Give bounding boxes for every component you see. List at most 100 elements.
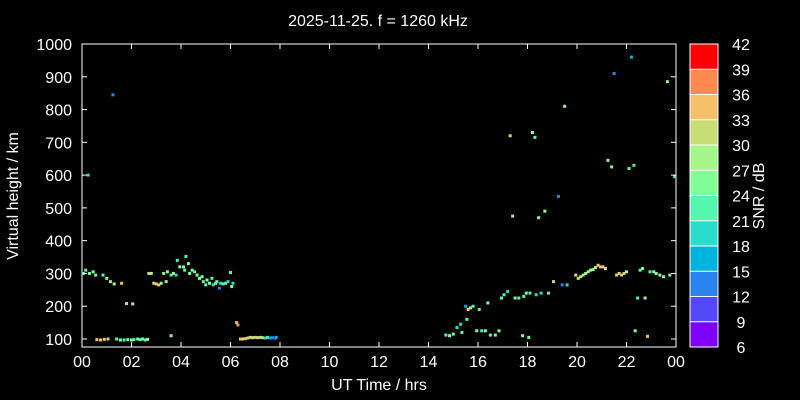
x-tick-label: 06 [222, 354, 240, 371]
data-point [91, 270, 95, 274]
data-point [120, 281, 124, 285]
data-point [596, 263, 600, 267]
x-tick-label: 00 [73, 354, 91, 371]
x-tick-label: 10 [321, 354, 339, 371]
data-point [200, 275, 204, 279]
colorbar: 6 9 12 15 18 21 24 27 30 33 36 39 42 [689, 37, 750, 357]
data-point [99, 338, 103, 342]
colorbar-band [690, 246, 718, 272]
colorbar-band [690, 220, 718, 247]
data-point [543, 209, 547, 213]
data-point [132, 338, 136, 342]
data-point [143, 338, 147, 342]
data-point [662, 275, 666, 279]
data-point [636, 296, 640, 300]
data-point [162, 271, 166, 275]
data-point [589, 268, 593, 272]
y-tick-label: 600 [45, 168, 72, 185]
data-point [606, 158, 610, 162]
data-point [186, 262, 190, 266]
data-point [646, 334, 650, 338]
x-tick-label: 08 [271, 354, 289, 371]
data-point [522, 294, 526, 298]
x-tick-label: 20 [568, 354, 586, 371]
data-point [201, 280, 205, 284]
data-point [169, 273, 173, 277]
y-tick-label: 700 [45, 135, 72, 152]
data-point [115, 337, 119, 341]
colorbar-band [690, 44, 718, 70]
y-tick-label: 1000 [36, 37, 72, 54]
data-point [248, 335, 252, 339]
data-point [612, 72, 616, 75]
data-point [506, 289, 510, 293]
colorbar-tick-label: 6 [737, 340, 746, 357]
data-point [524, 291, 528, 295]
data-point [126, 338, 130, 342]
data-point [95, 338, 99, 342]
x-tick-label: 04 [172, 354, 190, 371]
data-point [243, 337, 247, 341]
data-point [530, 131, 534, 134]
data-point [266, 335, 270, 339]
data-point [517, 296, 521, 300]
data-point [268, 336, 272, 340]
data-point [229, 270, 232, 274]
plot-area [81, 43, 677, 348]
colorbar-band [690, 296, 718, 323]
data-point [455, 326, 459, 330]
data-point [603, 267, 607, 271]
data-point [511, 214, 515, 218]
data-points [81, 55, 677, 342]
data-point [172, 271, 176, 275]
data-point [118, 338, 122, 342]
data-point [654, 271, 658, 275]
data-point [658, 273, 662, 277]
x-tick-label: 00 [667, 354, 685, 371]
y-tick-label: 300 [45, 266, 72, 283]
x-tick-label: 16 [469, 354, 487, 371]
colorbar-tick-label: 33 [732, 113, 750, 130]
data-point [112, 282, 116, 286]
data-point [533, 135, 537, 139]
data-point [594, 266, 598, 270]
data-point [551, 280, 555, 284]
data-point [165, 270, 169, 274]
data-point [102, 337, 106, 341]
data-point [556, 194, 560, 198]
data-point [477, 308, 481, 311]
y-tick-label: 500 [45, 201, 72, 218]
data-point [154, 282, 158, 286]
data-point [256, 336, 260, 340]
y-tick-label: 400 [45, 234, 72, 251]
data-point [175, 258, 179, 262]
data-point [205, 278, 209, 282]
data-point [263, 336, 267, 340]
data-point [207, 281, 211, 285]
data-point [215, 280, 219, 284]
data-point [513, 296, 517, 300]
data-point [217, 286, 221, 290]
data-point [261, 336, 265, 340]
data-point [198, 276, 202, 280]
colorbar-tick-label: 18 [732, 239, 750, 256]
data-point [581, 273, 585, 277]
y-axis-label: Virtual height / km [5, 132, 22, 260]
data-point [138, 338, 142, 342]
data-point [210, 276, 214, 280]
data-point [188, 271, 192, 275]
data-point [164, 280, 168, 284]
data-point [146, 337, 150, 341]
x-tick-label: 14 [420, 354, 438, 371]
data-point [221, 282, 225, 286]
data-point [108, 280, 112, 284]
data-point [157, 283, 161, 287]
data-point [224, 281, 228, 285]
data-point [632, 163, 636, 167]
data-point [246, 336, 250, 340]
data-point [195, 273, 199, 277]
data-point [174, 273, 178, 277]
colorbar-band [690, 170, 718, 196]
data-point [574, 273, 578, 277]
y-tick-label: 900 [45, 70, 72, 87]
